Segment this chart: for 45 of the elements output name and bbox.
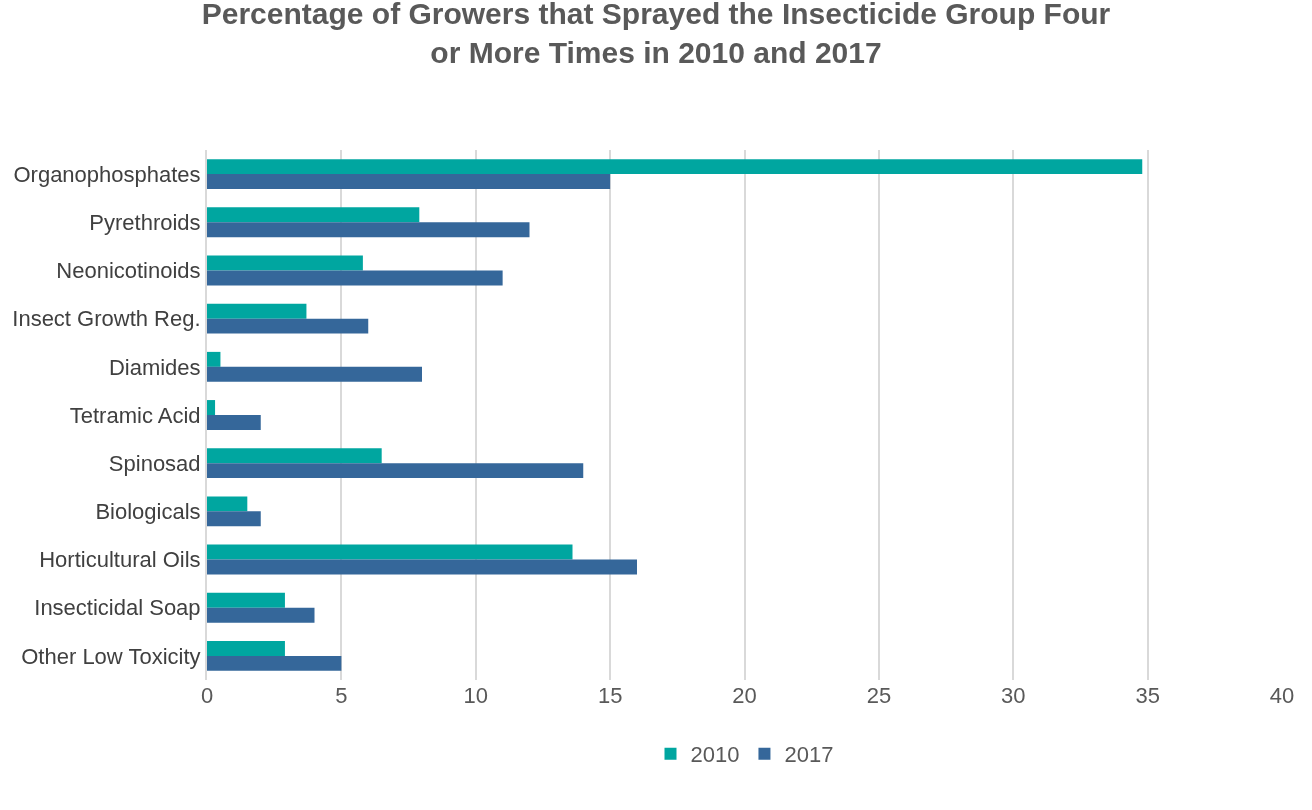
- y-tick-label: Tetramic Acid: [69, 402, 201, 428]
- bar: [207, 655, 342, 671]
- bar: [207, 415, 261, 430]
- bar: [207, 174, 611, 190]
- bar: [207, 270, 503, 286]
- x-tick-label: 35: [1135, 683, 1160, 708]
- legend-label: 2010: [690, 742, 740, 768]
- bar: [207, 592, 285, 608]
- x-tick-label: 25: [866, 683, 892, 708]
- bar: [207, 351, 221, 367]
- bar: [207, 400, 216, 415]
- bar: [207, 607, 315, 623]
- y-tick-label: Other Low Toxicity: [21, 643, 201, 669]
- bar: [207, 448, 382, 464]
- bar: [207, 303, 307, 319]
- y-tick-label: Insect Growth Reg.: [12, 306, 201, 332]
- y-tick-label: Biologicals: [95, 499, 201, 525]
- bar: [207, 222, 530, 238]
- bar: [207, 511, 261, 527]
- y-tick-label: Organophosphates: [13, 161, 201, 187]
- bar: [207, 559, 637, 575]
- x-tick-label: 10: [463, 683, 488, 708]
- y-tick-label: Neonicotinoids: [56, 258, 201, 284]
- y-tick-label: Horticultural Oils: [39, 547, 201, 573]
- bar: [207, 159, 1143, 175]
- bar: [207, 496, 248, 512]
- x-tick-label: 5: [335, 683, 348, 708]
- bar: [207, 640, 285, 656]
- bar: [207, 255, 363, 271]
- x-tick-label: 15: [597, 683, 623, 708]
- y-tick-label: Spinosad: [108, 450, 201, 476]
- bar: [207, 318, 369, 334]
- bar: [207, 463, 584, 479]
- y-tick-label: Diamides: [108, 354, 201, 380]
- bar: [207, 207, 420, 223]
- legend-label: 2017: [784, 742, 834, 768]
- x-tick-label: 30: [1001, 683, 1026, 708]
- bar: [207, 366, 422, 382]
- bar: [207, 544, 573, 560]
- y-tick-label: Pyrethroids: [89, 209, 201, 235]
- x-tick-label: 20: [732, 683, 757, 708]
- y-tick-label: Insecticidal Soap: [34, 595, 201, 621]
- x-tick-label: 0: [200, 683, 214, 708]
- chart-title: Percentage of Growers that Sprayed the Insecticide Group Four or More Times in 2010 and 2017: [201, 0, 1111, 70]
- x-tick-label: 40: [1269, 683, 1295, 708]
